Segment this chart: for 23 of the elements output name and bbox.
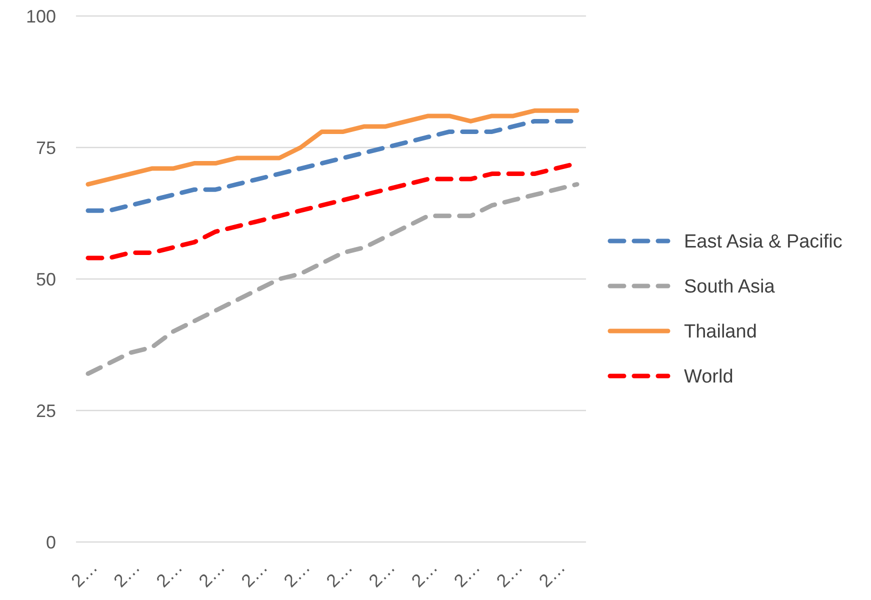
x-tick-label: 2… [194,557,229,592]
legend-label: South Asia [684,276,776,298]
x-tick-label: 2… [280,557,314,592]
x-tick-label: 2… [237,557,272,592]
x-tick-label: 2… [492,557,526,592]
x-tick-label: 2… [364,557,399,592]
legend-label: East Asia & Pacific [684,232,842,253]
y-tick-label: 0 [46,532,56,552]
x-tick-label: 2… [110,557,144,592]
x-tick-label: 2… [152,557,186,592]
legend-label: World [684,366,734,388]
line-series [86,108,580,187]
x-tick-label: 2… [535,557,570,592]
x-tick-label: 2… [450,557,484,592]
x-tick-label: 2… [67,557,102,592]
x-tick-label: 2… [408,557,442,592]
y-tick-label: 75 [36,138,56,158]
y-tick-label: 25 [36,400,56,421]
x-tick-label: 2… [322,557,356,592]
y-tick-label: 50 [36,269,56,290]
y-tick-label: 100 [26,6,56,26]
legend-label: Thailand [684,322,757,343]
line-series [86,182,580,376]
